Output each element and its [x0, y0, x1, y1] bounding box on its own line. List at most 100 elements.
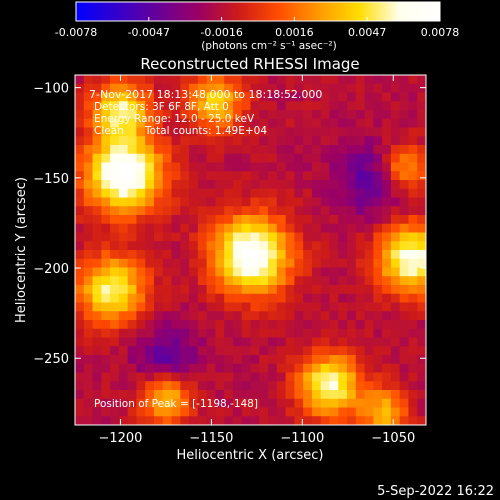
heatmap-cell: [276, 197, 287, 207]
heatmap-cell: [206, 390, 216, 400]
heatmap-cell: [347, 136, 357, 146]
heatmap-cell: [171, 337, 181, 347]
heatmap-cell: [145, 241, 155, 251]
heatmap-cell: [189, 355, 199, 365]
heatmap-cell: [189, 311, 199, 321]
x-axis-tick-labels: −1200 −1150 −1100 −1050: [98, 431, 415, 446]
heatmap-cell: [303, 267, 313, 277]
heatmap-cell: [294, 258, 304, 269]
heatmap-cell: [136, 127, 146, 137]
heatmap-cell: [373, 390, 383, 400]
heatmap-cell: [232, 337, 243, 347]
heatmap-cell: [189, 206, 199, 216]
heatmap-cell: [285, 188, 295, 199]
heatmap-cell: [311, 83, 322, 94]
heatmap-cell: [373, 136, 383, 146]
heatmap-cell: [373, 223, 383, 234]
heatmap-cell: [347, 250, 357, 260]
heatmap-cell: [382, 110, 392, 120]
heatmap-cell: [241, 223, 252, 234]
heatmap-cell: [250, 241, 260, 251]
heatmap-cell: [347, 355, 357, 365]
heatmap-cell: [276, 328, 287, 339]
heatmap-cell: [417, 416, 426, 425]
heatmap-cell: [215, 407, 225, 417]
heatmap-cell: [268, 101, 278, 111]
heatmap-cell: [347, 267, 357, 277]
heatmap-cell: [118, 355, 129, 365]
heatmap-cell: [92, 267, 102, 277]
heatmap-cell: [347, 127, 357, 137]
heatmap-cell: [162, 92, 173, 102]
heatmap-cell: [347, 241, 357, 251]
heatmap-cell: [338, 390, 348, 400]
heatmap-cell: [162, 110, 173, 120]
heatmap-cell: [189, 153, 199, 164]
heatmap-cell: [364, 381, 374, 391]
heatmap-cell: [232, 241, 243, 251]
heatmap-cell: [364, 127, 374, 137]
heatmap-cell: [390, 215, 401, 225]
heatmap-cell: [268, 337, 278, 347]
heatmap-cell: [250, 320, 260, 330]
heatmap-cell: [197, 180, 208, 190]
heatmap-cell: [118, 285, 129, 295]
heatmap-cell: [101, 416, 111, 425]
heatmap-cell: [232, 197, 243, 207]
heatmap-cell: [197, 241, 208, 251]
heatmap-cell: [215, 171, 225, 181]
heatmap-cell: [347, 75, 357, 85]
heatmap-cell: [232, 398, 243, 409]
heatmap-cell: [390, 232, 401, 242]
heatmap-cell: [101, 372, 111, 382]
heatmap-cell: [390, 83, 401, 94]
heatmap-cell: [320, 250, 331, 260]
heatmap-cell: [189, 302, 199, 312]
heatmap-cell: [215, 328, 225, 339]
heatmap-cell: [241, 188, 252, 199]
heatmap-cell: [153, 223, 164, 234]
heatmap-cell: [320, 162, 331, 172]
heatmap-cell: [382, 320, 392, 330]
heatmap-cell: [136, 171, 146, 181]
heatmap-cell: [145, 267, 155, 277]
heatmap-cell: [417, 171, 426, 181]
heatmap-cell: [145, 407, 155, 417]
heatmap-cell: [241, 390, 252, 400]
heatmap-cell: [241, 232, 252, 242]
heatmap-cell: [206, 311, 216, 321]
heatmap-cell: [294, 92, 304, 102]
heatmap-cell: [408, 337, 418, 347]
heatmap-cell: [232, 293, 243, 304]
heatmap-cell: [355, 188, 366, 199]
heatmap-cell: [241, 258, 252, 269]
heatmap-cell: [232, 381, 243, 391]
heatmap-cell: [241, 180, 252, 190]
heatmap-cell: [382, 407, 392, 417]
heatmap-cell: [259, 215, 269, 225]
heatmap-cell: [75, 416, 85, 425]
heatmap-cell: [268, 346, 278, 356]
heatmap-cell: [197, 83, 208, 94]
heatmap-cell: [390, 293, 401, 304]
heatmap-cell: [320, 311, 331, 321]
heatmap-cell: [347, 311, 357, 321]
heatmap-cell: [311, 267, 322, 277]
heatmap-cell: [294, 285, 304, 295]
heatmap-cell: [153, 75, 164, 85]
heatmap-cell: [408, 372, 418, 382]
heatmap-cell: [329, 92, 339, 102]
heatmap-cell: [224, 372, 234, 382]
heatmap-cell: [311, 136, 322, 146]
heatmap-cell: [373, 285, 383, 295]
heatmap-cell: [294, 416, 304, 425]
heatmap-cell: [92, 416, 102, 425]
heatmap-cell: [320, 215, 331, 225]
annotation-detectors: Detectors: 3F 6F 8F, Att 0: [94, 101, 229, 113]
heatmap-cell: [276, 75, 287, 85]
heatmap-cell: [101, 75, 111, 85]
heatmap-cell: [145, 302, 155, 312]
heatmap-cell: [250, 118, 260, 129]
heatmap-cell: [408, 276, 418, 286]
